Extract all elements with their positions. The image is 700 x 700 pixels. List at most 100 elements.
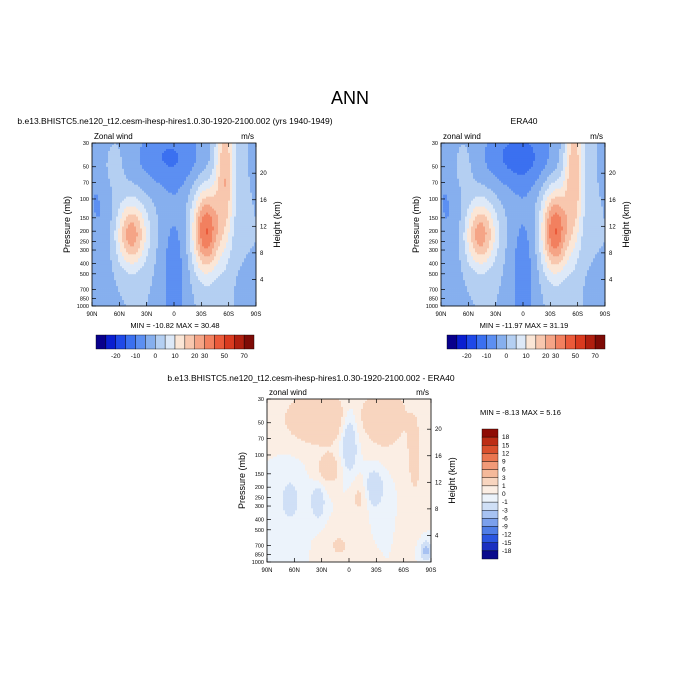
contour-cell [186, 212, 189, 215]
contour-cell [130, 238, 133, 241]
contour-cell [224, 244, 227, 247]
contour-cell [110, 166, 113, 170]
contour-cell [184, 250, 187, 253]
contour-cell [180, 170, 183, 174]
contour-cell [162, 244, 165, 247]
contour-cell [106, 164, 109, 168]
contour-cell [94, 252, 97, 255]
contour-cell [166, 160, 169, 164]
contour-cell [112, 172, 115, 176]
contour-cell [172, 182, 175, 186]
contour-cell [234, 176, 237, 180]
contour-cell [136, 200, 139, 203]
contour-cell [236, 208, 239, 211]
contour-cell [92, 208, 95, 211]
contour-cell [116, 232, 119, 235]
contour-cell [184, 182, 187, 186]
contour-cell [116, 164, 119, 168]
contour-cell [196, 258, 199, 261]
contour-cell [250, 144, 253, 148]
contour-cell [230, 240, 233, 243]
contour-cell [176, 144, 179, 148]
contour-cell [238, 232, 241, 235]
contour-cell [242, 210, 245, 213]
contour-cell [150, 198, 153, 201]
contour-cell [174, 198, 177, 201]
contour-cell [146, 222, 149, 225]
contour-cell [142, 262, 145, 265]
contour-cell [124, 143, 127, 146]
contour-cell [166, 190, 169, 194]
contour-cell [198, 188, 201, 192]
contour-cell [128, 202, 131, 205]
contour-cell [250, 248, 253, 251]
contour-cell [182, 174, 185, 178]
contour-cell [186, 172, 189, 176]
contour-cell [246, 244, 249, 247]
contour-cell [148, 182, 151, 186]
contour-cell [116, 216, 119, 219]
contour-cell [122, 262, 125, 265]
contour-cell [204, 200, 207, 203]
contour-cell [112, 226, 115, 229]
contour-cell [124, 188, 127, 192]
contour-cell [186, 226, 189, 229]
contour-cell [200, 244, 203, 247]
contour-cell [192, 158, 195, 162]
contour-cell [224, 162, 227, 166]
contour-cell [172, 216, 175, 219]
contour-cell [214, 230, 217, 233]
contour-cell [156, 162, 159, 166]
contour-cell [230, 156, 233, 160]
contour-cell [154, 212, 157, 215]
contour-cell [110, 143, 113, 146]
contour-cell [224, 228, 227, 231]
contour-cell [114, 250, 117, 253]
contour-cell [180, 254, 183, 257]
contour-cell [98, 254, 101, 257]
contour-cell [232, 230, 235, 233]
contour-cell [130, 196, 133, 200]
contour-cell [110, 232, 113, 235]
contour-cell [204, 190, 207, 194]
contour-cell [114, 256, 117, 259]
contour-cell [234, 220, 237, 223]
contour-cell [186, 262, 189, 265]
contour-cell [192, 252, 195, 255]
contour-cell [128, 210, 131, 213]
contour-cell [214, 144, 217, 148]
contour-cell [98, 256, 101, 259]
contour-cell [118, 216, 121, 219]
contour-cell [96, 156, 99, 160]
contour-cell [108, 250, 111, 253]
contour-cell [138, 222, 141, 225]
contour-cell [152, 242, 155, 245]
contour-cell [136, 164, 139, 168]
contour-cell [96, 244, 99, 247]
contour-cell [114, 146, 117, 150]
contour-cell [168, 184, 171, 188]
contour-cell [174, 146, 177, 150]
contour-cell [160, 226, 163, 229]
contour-cell [160, 190, 163, 194]
contour-cell [108, 254, 111, 257]
contour-cell [134, 198, 137, 201]
contour-cell [114, 222, 117, 225]
contour-cell [102, 174, 105, 178]
contour-cell [168, 192, 171, 196]
contour-cell [208, 246, 211, 249]
contour-cell [192, 218, 195, 221]
contour-cell [194, 166, 197, 170]
contour-cell [132, 180, 135, 184]
contour-cell [138, 144, 141, 148]
contour-cell [150, 162, 153, 166]
contour-cell [146, 236, 149, 239]
contour-cell [214, 216, 217, 219]
contour-cell [124, 184, 127, 188]
contour-cell [122, 236, 125, 239]
contour-cell [142, 152, 145, 156]
contour-cell [142, 224, 145, 227]
contour-cell [94, 164, 97, 168]
contour-cell [140, 156, 143, 160]
contour-cell [196, 158, 199, 162]
